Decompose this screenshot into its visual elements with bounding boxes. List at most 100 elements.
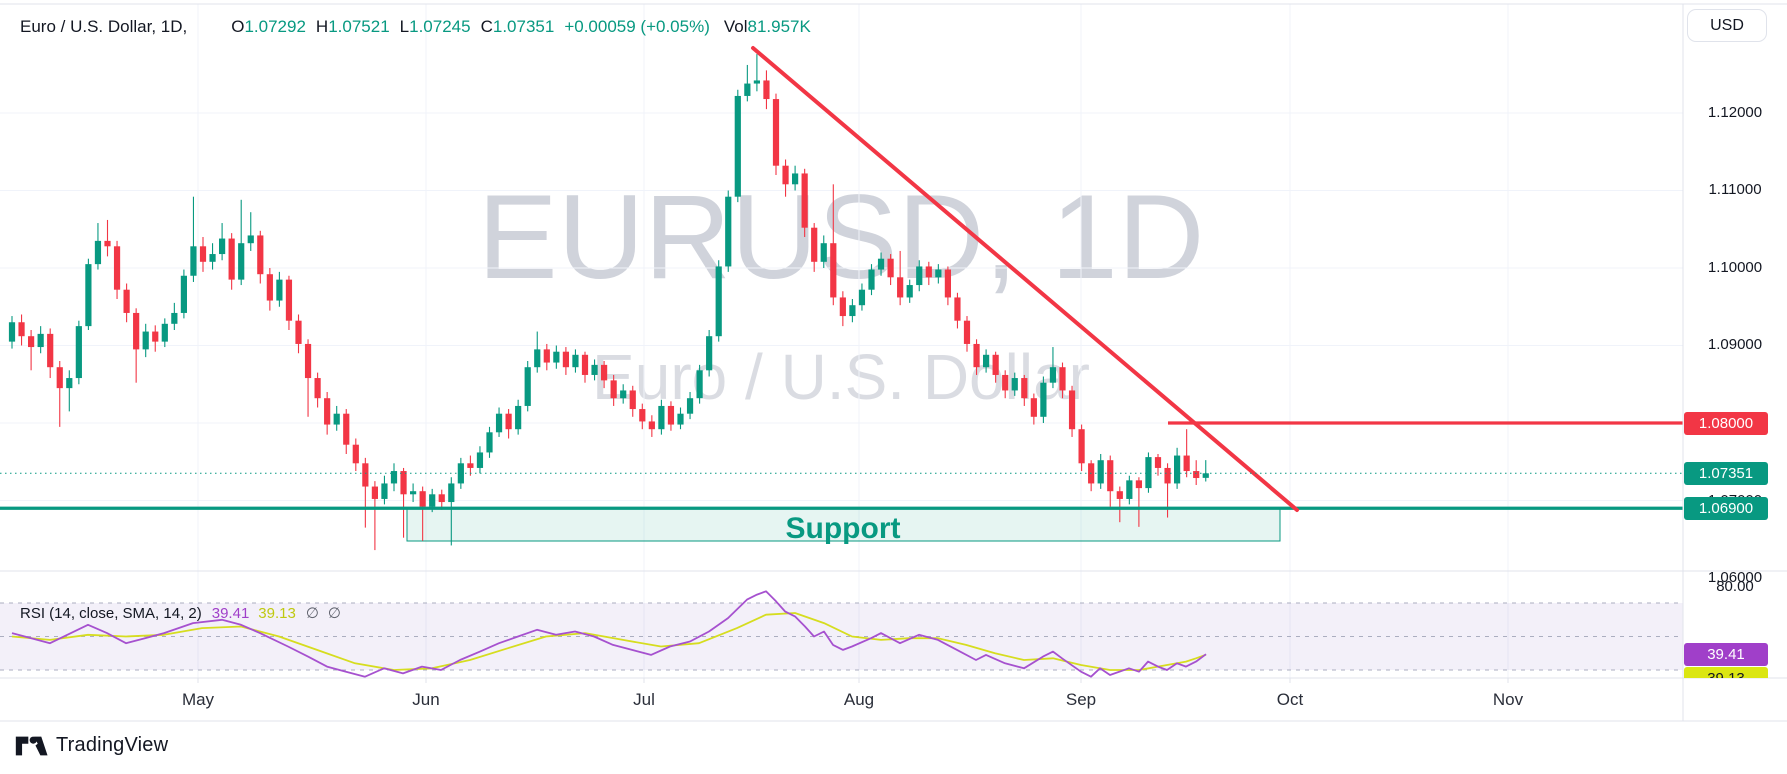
candle-body [47, 333, 54, 368]
time-axis-label-nov: Nov [1492, 690, 1524, 709]
tradingview-logo-text: TradingView [56, 734, 169, 756]
candle-body [553, 351, 560, 363]
candle-body [581, 354, 589, 375]
candle-body [352, 444, 359, 464]
candle-body [753, 80, 760, 84]
candle-body [868, 269, 875, 290]
rsi-value: 39.41 [211, 605, 250, 622]
candle-body [104, 240, 111, 247]
candle-body [85, 264, 92, 327]
candle-body [763, 80, 770, 100]
high-label: H [315, 17, 329, 36]
candle-body [629, 390, 636, 410]
candle-body [505, 413, 512, 430]
candle-body [1174, 455, 1181, 484]
candle-body [448, 483, 455, 503]
candle-body [1183, 455, 1190, 472]
candle-body [839, 297, 846, 317]
rsi-badge-clip: 39.13 [1684, 667, 1768, 678]
open-value: 1.07292 [244, 17, 306, 36]
open-label: O [231, 17, 245, 36]
price-badge: 1.08000 [1684, 412, 1768, 435]
candle-body [620, 390, 627, 399]
candle-body [925, 266, 932, 278]
candle-body [648, 421, 655, 430]
candle-body [56, 367, 63, 389]
candle-body [686, 398, 694, 414]
price-badge: 1.06900 [1684, 497, 1768, 520]
symbol-title[interactable]: Euro / U.S. Dollar, 1D, [20, 17, 188, 36]
candle-body [295, 320, 302, 344]
candle-body [495, 413, 503, 433]
candle-body [696, 370, 703, 399]
time-axis-label-jul: Jul [633, 690, 655, 709]
candle-body [906, 285, 913, 298]
descending-trendline[interactable] [751, 46, 1299, 512]
candle-body [429, 494, 436, 507]
candle-body [8, 322, 16, 342]
candle-body [601, 364, 608, 381]
candle-body [161, 323, 168, 342]
candle-body [983, 354, 990, 368]
candle-body [1068, 390, 1076, 430]
support-zone-rect[interactable] [406, 508, 1281, 542]
candle-body [658, 405, 665, 430]
candle-body [142, 331, 149, 350]
candle-body [343, 413, 350, 445]
candle-body [534, 349, 541, 368]
candle-body [1126, 480, 1133, 499]
candle-body [257, 235, 264, 275]
candle-body [973, 343, 980, 368]
candle-body [276, 279, 283, 301]
rsi-sma-badge: 39.13 [1684, 667, 1768, 678]
candle-body [180, 275, 187, 313]
candle-body [667, 405, 675, 425]
candle-body [94, 240, 102, 265]
candle-body [209, 254, 216, 262]
candle-body [543, 349, 550, 363]
price-axis-label: 1.09000 [1707, 336, 1763, 353]
candle-body [591, 364, 598, 375]
low-label: L [399, 17, 410, 36]
candle-body [1030, 398, 1037, 417]
candle-body [18, 322, 25, 337]
watermark-symbol: EURUSD, 1D [477, 170, 1205, 304]
candle-body [1193, 471, 1200, 479]
close-label: C [480, 17, 493, 36]
support-zone-label[interactable]: Support [785, 512, 901, 545]
candle-body [744, 83, 751, 96]
volume-label: Vol [723, 17, 748, 36]
time-axis-label-oct: Oct [1276, 690, 1304, 709]
candle-body [887, 258, 894, 278]
candle-body [247, 235, 254, 244]
candle-body [1049, 367, 1057, 383]
tradingview-logo[interactable]: TradingView [14, 733, 168, 758]
candle-body [371, 486, 378, 499]
candle-body [1002, 374, 1009, 391]
candle-body [1135, 480, 1142, 489]
rsi-empty-values: ∅∅ [305, 605, 350, 622]
currency-unit-button[interactable]: USD [1687, 9, 1767, 42]
time-axis-label-jun: Jun [412, 690, 440, 709]
candle-body [419, 491, 426, 507]
candle-body [133, 312, 140, 350]
candle-body [877, 258, 885, 270]
candle-body [1164, 467, 1171, 484]
tradingview-logo-icon [15, 736, 48, 756]
candle-body [467, 463, 474, 468]
candle-body [1040, 382, 1047, 417]
candle-body [123, 289, 130, 313]
candle-body [304, 343, 312, 379]
time-axis-label-aug: Aug [843, 690, 875, 709]
close-value: 1.07351 [492, 17, 555, 36]
rsi-indicator-legend[interactable]: RSI (14, close, SMA, 14, 2) 39.41 39.13 … [20, 604, 350, 622]
candle-body [285, 279, 293, 321]
candle-body [811, 227, 818, 262]
candle-body [963, 320, 971, 344]
candle-body [333, 413, 340, 425]
candle-body [390, 471, 398, 484]
candle-body [849, 305, 856, 317]
time-axis-label-may: May [181, 690, 215, 709]
